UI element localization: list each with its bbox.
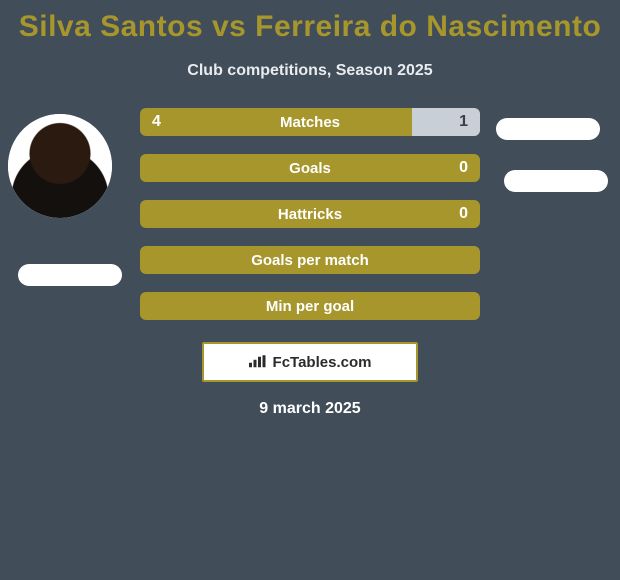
- bar-goals-label: Goals: [140, 160, 480, 177]
- page-title: Silva Santos vs Ferreira do Nascimento: [0, 0, 620, 44]
- bars-icon: [249, 355, 267, 369]
- bar-hattricks-label: Hattricks: [140, 206, 480, 223]
- bar-goals: Goals 0: [140, 154, 480, 182]
- attribution-badge: FcTables.com: [202, 342, 418, 382]
- bar-hattricks: Hattricks 0: [140, 200, 480, 228]
- avatar-face-placeholder: [8, 114, 112, 218]
- subtitle: Club competitions, Season 2025: [0, 62, 620, 80]
- bar-gpm-label: Goals per match: [140, 252, 480, 269]
- attribution-text: FcTables.com: [273, 354, 372, 371]
- player-right-name-pill-1: [496, 118, 600, 140]
- player-left-name-pill: [18, 264, 122, 286]
- player-right-name-pill-2: [504, 170, 608, 192]
- bar-mpg-label: Min per goal: [140, 298, 480, 315]
- comparison-bars: 4 Matches 1 Goals 0 Hattricks 0 Goals pe…: [140, 108, 480, 320]
- bar-matches-label: Matches: [140, 114, 480, 131]
- bar-goals-right-value: 0: [459, 159, 468, 177]
- bar-goals-per-match: Goals per match: [140, 246, 480, 274]
- bar-matches: 4 Matches 1: [140, 108, 480, 136]
- comparison-arena: 4 Matches 1 Goals 0 Hattricks 0 Goals pe…: [0, 108, 620, 418]
- bar-hattricks-right-value: 0: [459, 205, 468, 223]
- snapshot-date: 9 march 2025: [0, 400, 620, 418]
- bar-matches-right-value: 1: [459, 113, 468, 131]
- bar-min-per-goal: Min per goal: [140, 292, 480, 320]
- player-left-avatar: [8, 114, 112, 218]
